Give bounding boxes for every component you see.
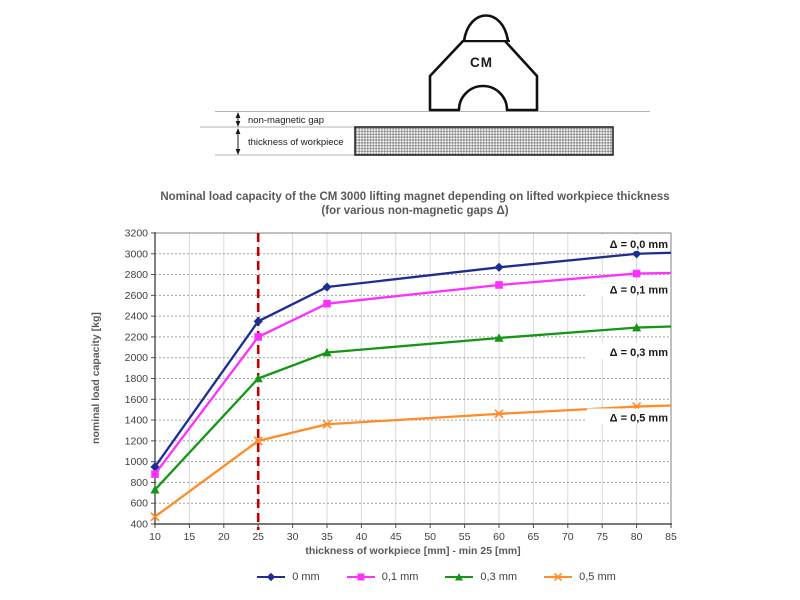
x-tick-label: 25	[252, 531, 264, 543]
legend-label: 0,3 mm	[480, 571, 518, 583]
thickness-label: thickness of workpiece	[248, 137, 344, 148]
x-marker	[322, 419, 332, 429]
y-tick-label: 2000	[125, 352, 149, 364]
y-tick-label: 2600	[125, 290, 149, 302]
x-tick-label: 20	[218, 531, 230, 543]
diamond-marker	[322, 282, 332, 292]
x-tick-label: 80	[631, 531, 643, 543]
magnet-label: CM	[470, 55, 493, 70]
x-axis-label: thickness of workpiece [mm] - min 25 [mm…	[305, 545, 521, 557]
series-annotation: Δ = 0,1 mm	[610, 285, 669, 297]
x-tick-label: 50	[424, 531, 436, 543]
y-tick-label: 3200	[125, 228, 149, 240]
diamond-marker	[253, 316, 263, 326]
series-annotation: Δ = 0,0 mm	[610, 239, 669, 251]
y-tick-label: 400	[130, 519, 148, 531]
legend-marker-icon	[257, 572, 286, 582]
triangle-marker	[494, 333, 504, 342]
x-tick-label: 75	[596, 531, 608, 543]
legend-item: 0,1 mm	[346, 571, 419, 583]
thickness-arrow	[235, 128, 241, 155]
series-line	[154, 271, 672, 475]
triangle-marker	[632, 322, 642, 332]
triangle-marker	[322, 347, 332, 357]
legend: 0 mm 0,1 mm 0,3 mm 0,5 mm	[56, 571, 800, 583]
series-line	[154, 404, 672, 518]
legend-item: 0,5 mm	[543, 571, 616, 583]
y-tick-label: 1200	[125, 435, 149, 447]
x-tick-label: 15	[184, 531, 196, 543]
gap-arrow	[235, 112, 241, 127]
square-marker	[632, 269, 641, 278]
workpiece-bar	[354, 126, 614, 156]
legend-label: 0,5 mm	[579, 571, 616, 583]
x-tick-label: 10	[149, 531, 161, 543]
x-tick-label: 70	[562, 531, 574, 543]
legend-label: 0 mm	[292, 571, 320, 583]
x-tick-label: 30	[287, 531, 299, 543]
annotation-box	[587, 234, 670, 251]
series-annotation: Δ = 0,3 mm	[610, 347, 669, 359]
x-marker	[494, 409, 504, 419]
legend-item: 0,3 mm	[444, 571, 517, 583]
legend-item: 0 mm	[256, 571, 320, 583]
x-tick-label: 45	[390, 531, 402, 543]
square-marker	[495, 281, 503, 289]
diamond-marker	[494, 262, 504, 272]
magnet-dome	[462, 14, 510, 42]
chart-title: Nominal load capacity of the CM 3000 lif…	[15, 190, 800, 218]
series-line	[154, 251, 672, 468]
x-tick-label: 55	[459, 531, 471, 543]
y-tick-label: 1600	[125, 394, 149, 406]
y-tick-label: 2800	[125, 269, 149, 281]
annotation-box	[587, 408, 670, 425]
x-tick-label: 35	[321, 531, 333, 543]
x-tick-label: 85	[665, 531, 677, 543]
y-tick-label: 2400	[125, 311, 149, 323]
y-tick-label: 2200	[125, 331, 149, 343]
y-tick-label: 1400	[125, 415, 149, 427]
y-tick-label: 800	[130, 477, 148, 489]
legend-marker-icon	[346, 573, 375, 581]
square-marker	[151, 470, 159, 478]
x-marker	[150, 512, 160, 522]
diamond-marker	[150, 462, 160, 472]
magnet-body	[428, 39, 539, 112]
legend-label: 0,1 mm	[381, 571, 419, 583]
x-tick-label: 65	[528, 531, 540, 543]
series-annotation: Δ = 0,5 mm	[610, 412, 669, 424]
magnet-diagram: CM non-magnetic gap thickness of workpie…	[200, 14, 650, 156]
annotation-box	[587, 280, 670, 297]
chart-title-line1: Nominal load capacity of the CM 3000 lif…	[160, 191, 670, 203]
chart-title-line2: (for various non-magnetic gaps Δ)	[321, 205, 509, 217]
x-tick-label: 40	[356, 531, 368, 543]
y-tick-label: 600	[130, 498, 148, 510]
y-tick-label: 1000	[125, 456, 149, 468]
triangle-marker	[253, 373, 263, 383]
triangle-marker	[150, 485, 160, 494]
y-tick-label: 1800	[125, 373, 149, 385]
x-tick-label: 60	[493, 531, 505, 543]
series-line	[154, 325, 672, 491]
legend-marker-icon	[544, 572, 573, 582]
y-tick-label: 3000	[125, 248, 149, 260]
x-marker	[253, 436, 263, 446]
square-marker	[254, 333, 262, 341]
gap-label: non-magnetic gap	[248, 115, 324, 126]
square-marker	[323, 299, 331, 308]
legend-marker-icon	[445, 573, 474, 581]
diamond-marker	[632, 249, 642, 259]
annotation-box	[587, 342, 670, 359]
